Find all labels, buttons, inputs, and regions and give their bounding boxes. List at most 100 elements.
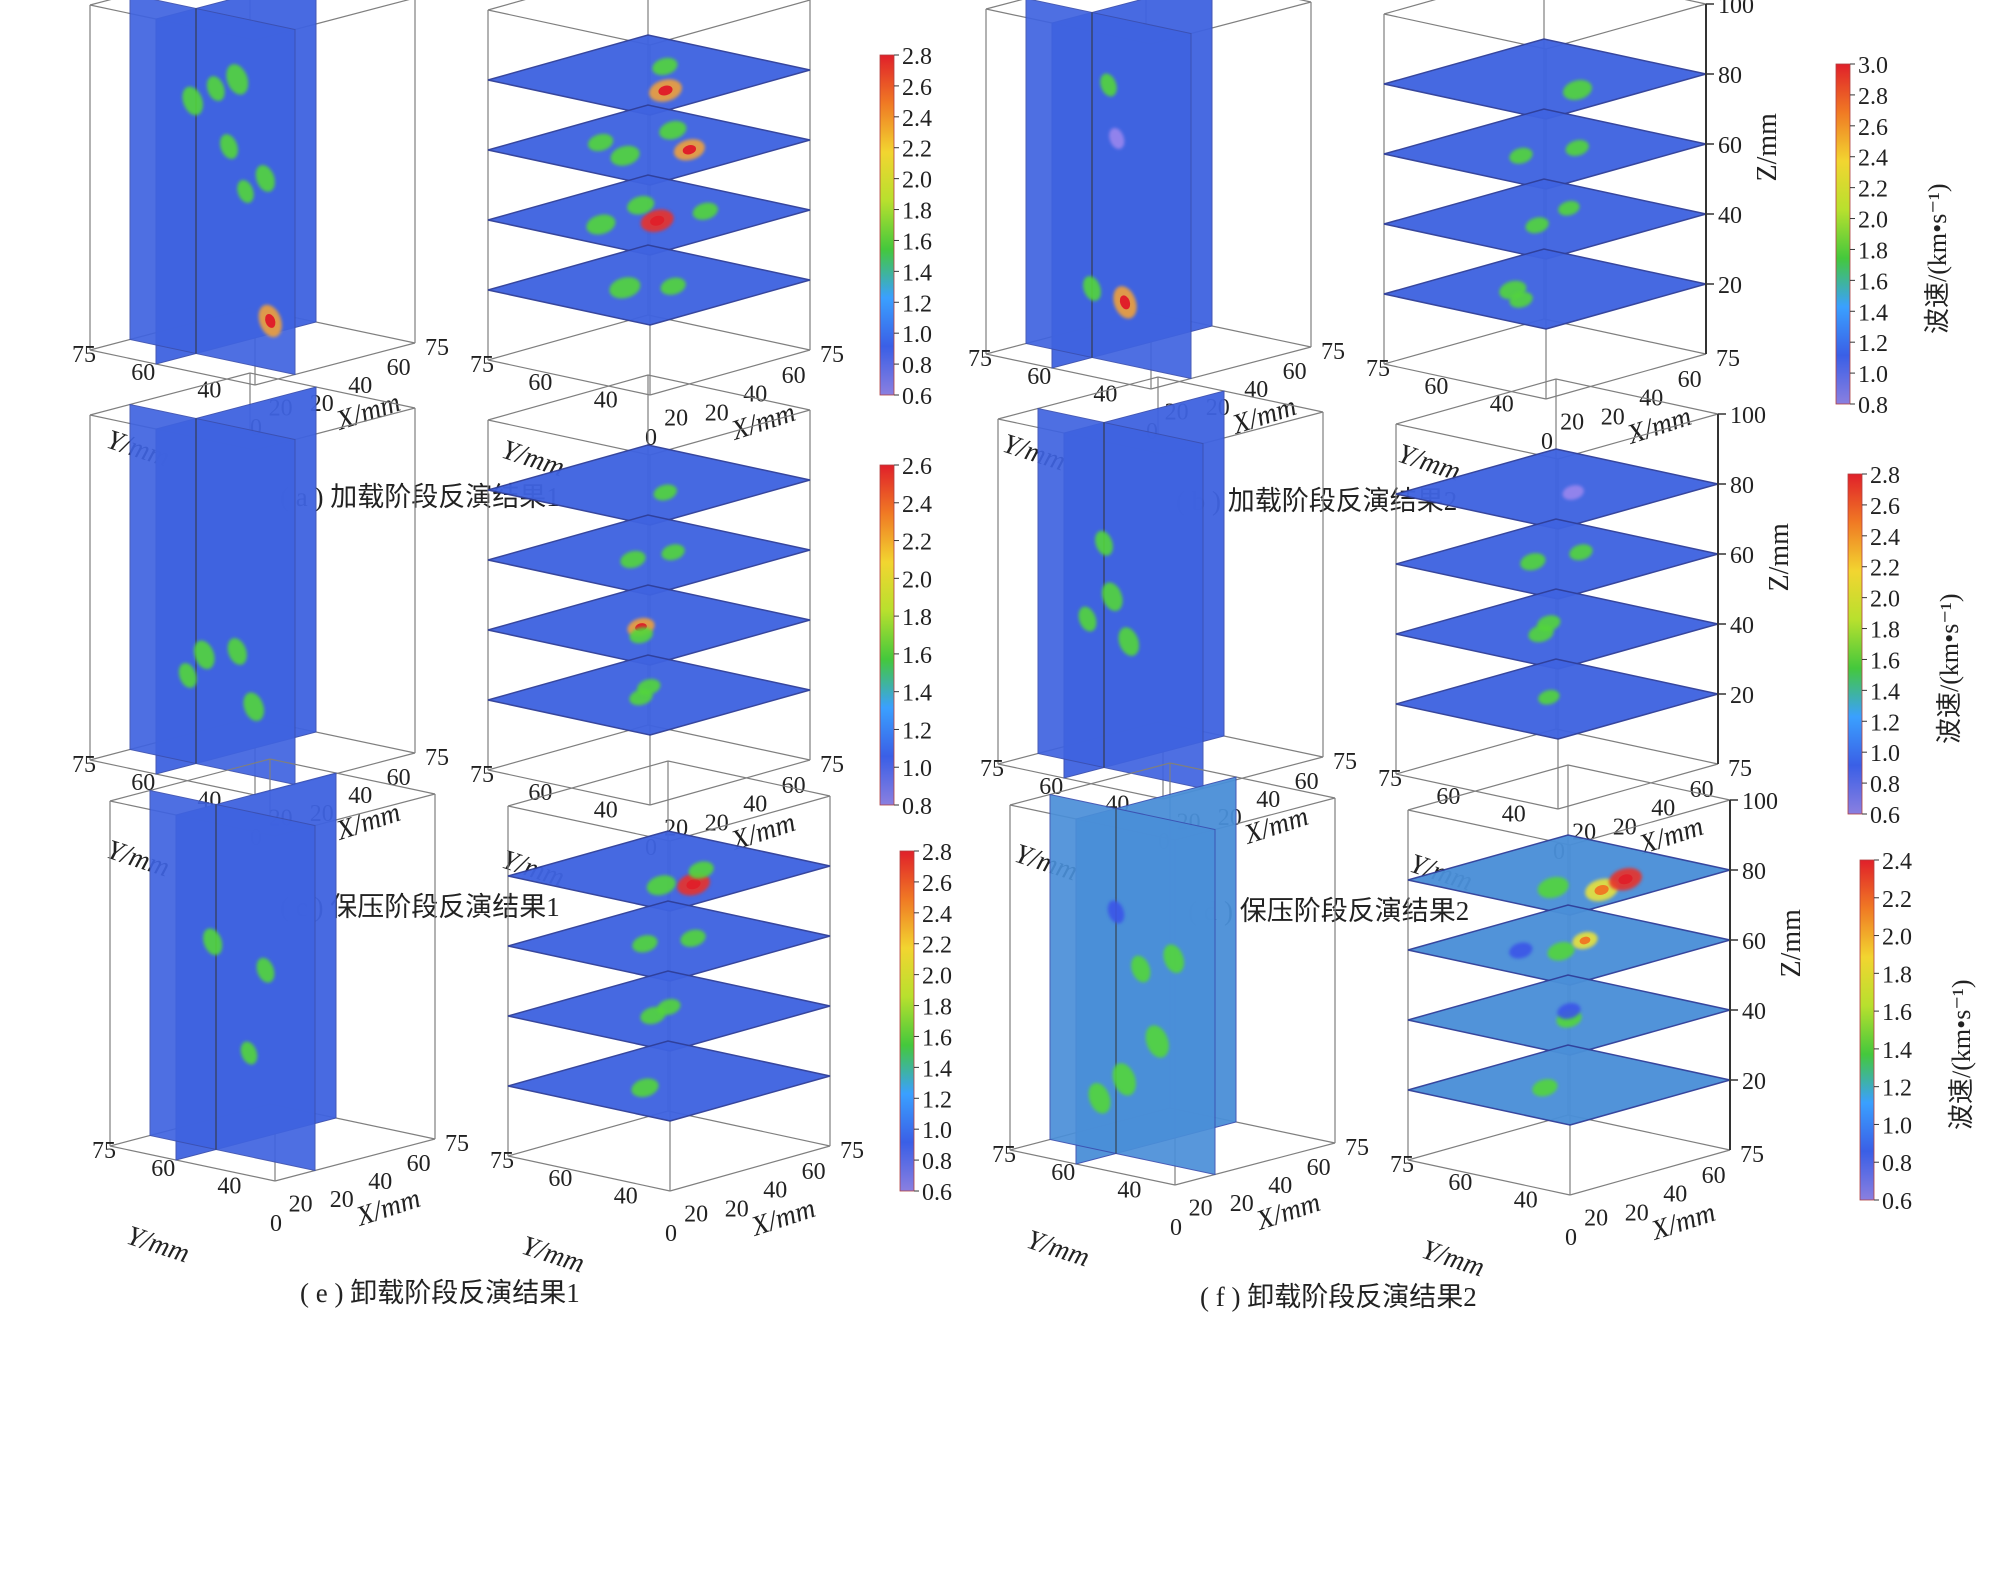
anomaly-mark xyxy=(1557,1002,1581,1020)
svg-text:2.0: 2.0 xyxy=(1858,208,1888,234)
svg-text:20: 20 xyxy=(684,1201,708,1227)
anomaly-mark xyxy=(653,484,677,501)
svg-text:2.2: 2.2 xyxy=(902,530,932,556)
panel-e: 75604020020406075Y/mmX/mm756040200204060… xyxy=(92,758,952,1308)
hbox-edge xyxy=(649,759,811,806)
svg-text:0.6: 0.6 xyxy=(1882,1189,1912,1215)
svg-text:40: 40 xyxy=(1117,1178,1141,1204)
svg-text:1.8: 1.8 xyxy=(922,995,952,1021)
anomaly-mark xyxy=(629,627,653,644)
horizontal-slice xyxy=(487,104,811,186)
svg-text:2.2: 2.2 xyxy=(1870,556,1900,582)
anomaly-mark xyxy=(182,86,204,116)
svg-text:2.0: 2.0 xyxy=(922,964,952,990)
svg-text:75: 75 xyxy=(1321,339,1345,365)
hbox-edge xyxy=(1555,378,1719,415)
hbox-edge xyxy=(487,769,651,806)
svg-text:20: 20 xyxy=(725,1196,749,1222)
svg-text:2.8: 2.8 xyxy=(1870,463,1900,489)
svg-text:60: 60 xyxy=(387,355,411,381)
svg-text:1.8: 1.8 xyxy=(902,605,932,631)
colorbar-bar xyxy=(1847,473,1863,815)
hbox-edge xyxy=(487,0,526,11)
anomaly-mark xyxy=(237,180,254,203)
anomaly-mark xyxy=(1118,627,1140,656)
hbox-edge xyxy=(669,795,831,842)
horizontal-slice xyxy=(1383,108,1707,190)
vbox-edge xyxy=(89,759,256,796)
svg-text:20: 20 xyxy=(705,400,729,426)
svg-text:1.0: 1.0 xyxy=(1858,362,1888,388)
vbox-edge xyxy=(1150,346,1312,390)
svg-text:60: 60 xyxy=(1283,359,1307,385)
svg-text:40: 40 xyxy=(594,798,618,824)
svg-text:2.4: 2.4 xyxy=(902,106,932,132)
svg-text:60: 60 xyxy=(1690,777,1714,803)
svg-text:2.8: 2.8 xyxy=(922,840,952,866)
anomaly-mark xyxy=(1532,1079,1558,1097)
hbox-edge xyxy=(487,314,649,361)
svg-text:1.8: 1.8 xyxy=(1870,618,1900,644)
anomaly-mark xyxy=(1095,530,1113,556)
hbox-edge xyxy=(1545,3,1707,50)
horizontal-slice xyxy=(1407,834,1731,916)
svg-text:60: 60 xyxy=(407,1151,431,1177)
anomaly-core xyxy=(1579,936,1591,945)
svg-text:60: 60 xyxy=(1702,1163,1726,1189)
colorbar-a: 0.6 0.8 1.0 1.2 1.4 1.6 1.8 2.0 2.2 2.4 2.6 2.8 xyxy=(879,44,932,410)
svg-text:Y/mm: Y/mm xyxy=(1418,1234,1488,1283)
anomaly-mark xyxy=(1131,955,1151,983)
svg-text:1.0: 1.0 xyxy=(1870,741,1900,767)
svg-text:20: 20 xyxy=(705,810,729,836)
svg-text:1.0: 1.0 xyxy=(922,1118,952,1144)
vertical-slice-yz xyxy=(129,403,296,786)
svg-text:2.0: 2.0 xyxy=(902,567,932,593)
vbox-edge xyxy=(1169,762,1336,799)
anomaly-mark xyxy=(256,957,275,983)
vbox-edge xyxy=(269,758,436,795)
hbox-edge xyxy=(667,1110,831,1147)
svg-text:60: 60 xyxy=(1295,769,1319,795)
svg-text:1.2: 1.2 xyxy=(922,1087,952,1113)
hbox-edge xyxy=(487,9,651,46)
svg-text:60: 60 xyxy=(1742,929,1766,955)
svg-text:75: 75 xyxy=(1728,756,1752,782)
anomaly-mark xyxy=(206,76,225,102)
anomaly-mark xyxy=(620,550,646,569)
hbox-edge xyxy=(649,409,811,456)
anomaly-mark xyxy=(1569,544,1593,561)
svg-text:1.6: 1.6 xyxy=(1882,1000,1912,1026)
svg-text:40: 40 xyxy=(743,792,767,818)
horizontal-slice xyxy=(487,244,811,326)
anomaly-mark xyxy=(631,1078,659,1098)
vbox-edge xyxy=(89,372,251,416)
svg-text:20: 20 xyxy=(664,405,688,431)
anomaly-mark xyxy=(1537,876,1569,899)
svg-text:Z/mm: Z/mm xyxy=(1764,523,1795,592)
hbox-edge xyxy=(1684,0,1707,5)
hbox-edge xyxy=(507,1155,671,1192)
svg-text:20: 20 xyxy=(1601,404,1625,430)
hbox-edge xyxy=(1407,1159,1571,1196)
svg-text:1.4: 1.4 xyxy=(1882,1038,1912,1064)
hbox-edge xyxy=(1383,13,1547,50)
colorbar-bar xyxy=(1835,63,1851,405)
anomaly-mark xyxy=(610,145,640,166)
svg-text:Y/mm: Y/mm xyxy=(518,1230,588,1279)
vbox-edge xyxy=(1009,1149,1176,1186)
svg-text:75: 75 xyxy=(425,745,449,771)
svg-text:20: 20 xyxy=(1625,1200,1649,1226)
anomaly-mark xyxy=(660,277,686,295)
anomaly-mark xyxy=(1509,942,1533,959)
svg-text:75: 75 xyxy=(1740,1142,1764,1168)
svg-text:1.2: 1.2 xyxy=(1882,1076,1912,1102)
svg-text:2.4: 2.4 xyxy=(1870,525,1900,551)
svg-text:80: 80 xyxy=(1730,473,1754,499)
svg-text:40: 40 xyxy=(1730,613,1754,639)
panel-f: 75604020020406075Y/mmX/mm756040200204060… xyxy=(992,762,1976,1312)
anomaly-mark xyxy=(632,935,658,953)
